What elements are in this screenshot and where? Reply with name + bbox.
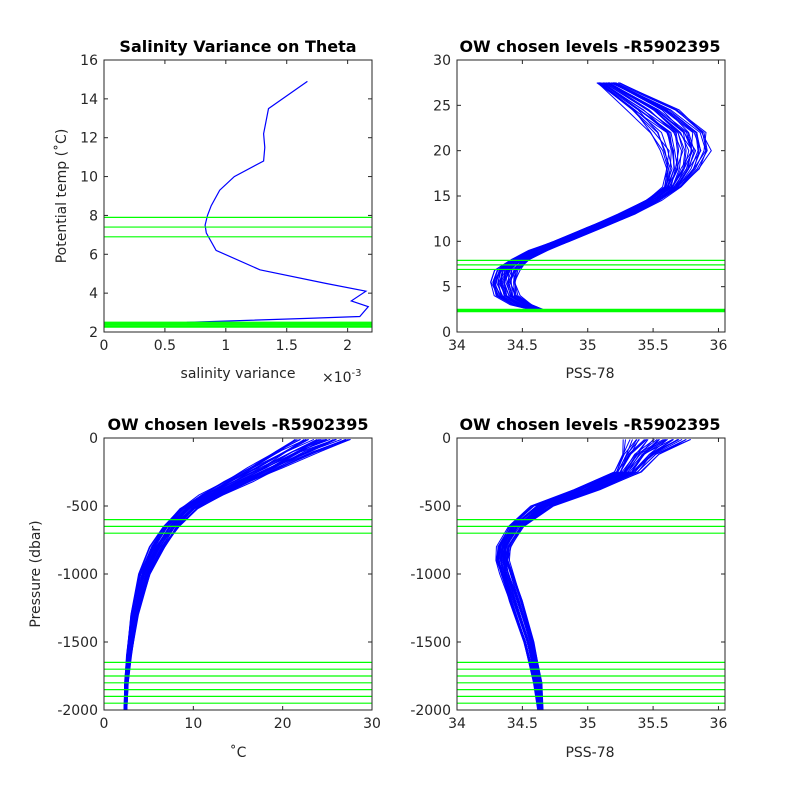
panel-4-ticks: 34 34.5 35 35.5 36 -2000 -1500 -1000 -500 0 xyxy=(410,431,727,732)
profile-line-3 xyxy=(492,82,670,312)
y-tick-label: 0 xyxy=(442,325,451,341)
x-tick-label: 1 xyxy=(221,338,230,354)
profile-line-33 xyxy=(513,82,712,312)
profile-line-33 xyxy=(508,438,691,710)
panel-2-ticks: 34 34.5 35 35.5 36 0 5 10 15 20 25 30 xyxy=(433,53,727,354)
x-tick-label: 34.5 xyxy=(507,338,538,354)
y-tick-label: 15 xyxy=(433,189,451,205)
panel-4-marks xyxy=(457,438,725,710)
y-tick-label: 0 xyxy=(89,431,98,447)
x-tick-label: 35 xyxy=(579,338,597,354)
panel-3-ticks: 0 10 20 30 -2000 -1500 -1000 -500 0 xyxy=(57,431,381,732)
panel-1-title: Salinity Variance on Theta xyxy=(119,37,356,56)
y-tick-label: 14 xyxy=(80,92,98,108)
panel-pressure-temperature: OW chosen levels -R5902395 0 10 20 30 -2000 -… xyxy=(28,415,381,761)
x-tick-label: 35.5 xyxy=(638,338,669,354)
panel-1-x-exponent: ×10-3 xyxy=(322,368,362,386)
x-exponent-power: -3 xyxy=(352,368,362,379)
panel-1-ylabel: Potential temp (˚C) xyxy=(53,129,70,264)
y-tick-label: -1500 xyxy=(410,635,451,651)
y-tick-label: -2000 xyxy=(410,703,451,719)
panel-theta-salinity: OW chosen levels -R5902395 34 34.5 35 35.5 3… xyxy=(433,37,727,382)
y-tick-label: -2000 xyxy=(57,703,98,719)
y-tick-label: 0 xyxy=(442,431,451,447)
x-tick-label: 34 xyxy=(448,716,466,732)
y-tick-label: 20 xyxy=(433,144,451,160)
x-tick-label: 10 xyxy=(184,716,202,732)
profile-line-2 xyxy=(490,82,670,312)
y-tick-label: 16 xyxy=(80,53,98,69)
panel-4-xlabel: PSS-78 xyxy=(565,745,614,761)
x-exponent-base: ×10 xyxy=(322,370,352,386)
y-tick-label: -500 xyxy=(419,499,451,515)
profile-line-28 xyxy=(509,82,702,312)
y-tick-label: -1000 xyxy=(410,567,451,583)
x-tick-label: 0.5 xyxy=(154,338,176,354)
x-tick-label: 35.5 xyxy=(638,716,669,732)
x-tick-label: 30 xyxy=(363,716,381,732)
y-tick-label: -500 xyxy=(66,499,98,515)
profile-line-27 xyxy=(509,82,700,312)
panel-salinity-variance: Salinity Variance on Theta 0 0.5 1 1.5 2 2 4 6 8… xyxy=(53,37,373,386)
profile-line-9 xyxy=(497,82,676,312)
profile-line-8 xyxy=(495,82,675,312)
x-tick-label: 36 xyxy=(710,716,728,732)
y-tick-label: 30 xyxy=(433,53,451,69)
panel-1-ticks: 0 0.5 1 1.5 2 2 4 6 8 10 12 14 16 xyxy=(80,53,372,354)
y-tick-label: 8 xyxy=(89,208,98,224)
panel-2-xlabel: PSS-78 xyxy=(565,366,614,382)
x-tick-label: 34.5 xyxy=(507,716,538,732)
x-tick-label: 36 xyxy=(710,338,728,354)
profile-line-6 xyxy=(493,82,675,312)
panel-2-marks xyxy=(457,82,725,313)
panel-2-axes-box xyxy=(456,59,726,333)
panel-2-data xyxy=(457,82,725,313)
panel-3-marks xyxy=(104,438,372,710)
panel-2-title: OW chosen levels -R5902395 xyxy=(459,37,720,56)
panel-4-data xyxy=(457,438,725,710)
y-tick-label: 10 xyxy=(80,170,98,186)
x-tick-label: 0 xyxy=(100,338,109,354)
profile-line-5 xyxy=(492,82,673,312)
y-tick-label: 25 xyxy=(433,98,451,114)
panel-1-marks xyxy=(104,80,372,328)
y-tick-label: 6 xyxy=(89,247,98,263)
panel-3-data xyxy=(104,438,372,710)
x-tick-label: 0 xyxy=(100,716,109,732)
panel-1-axes-box xyxy=(103,59,373,333)
panel-1-data xyxy=(104,80,372,328)
panel-3-title: OW chosen levels -R5902395 xyxy=(107,415,368,434)
y-tick-label: -1000 xyxy=(57,567,98,583)
panel-1-xlabel: salinity variance xyxy=(181,366,296,382)
profile-line-31 xyxy=(506,438,691,710)
x-tick-label: 35 xyxy=(579,716,597,732)
panel-3-ylabel: Pressure (dbar) xyxy=(28,520,44,627)
series-line-0 xyxy=(186,80,370,323)
y-tick-label: 12 xyxy=(80,131,98,147)
y-tick-label: 10 xyxy=(433,234,451,250)
panel-pressure-salinity: OW chosen levels -R5902395 34 34.5 35 35.5 3… xyxy=(410,415,727,761)
y-tick-label: -1500 xyxy=(57,635,98,651)
x-tick-label: 1.5 xyxy=(276,338,298,354)
y-tick-label: 5 xyxy=(442,280,451,296)
x-tick-label: 20 xyxy=(274,716,292,732)
panel-4-title: OW chosen levels -R5902395 xyxy=(459,415,720,434)
x-tick-label: 2 xyxy=(343,338,352,354)
y-tick-label: 4 xyxy=(89,286,98,302)
x-tick-label: 34 xyxy=(448,338,466,354)
y-tick-label: 2 xyxy=(89,325,98,341)
panel-3-xlabel: ˚C xyxy=(230,744,247,761)
